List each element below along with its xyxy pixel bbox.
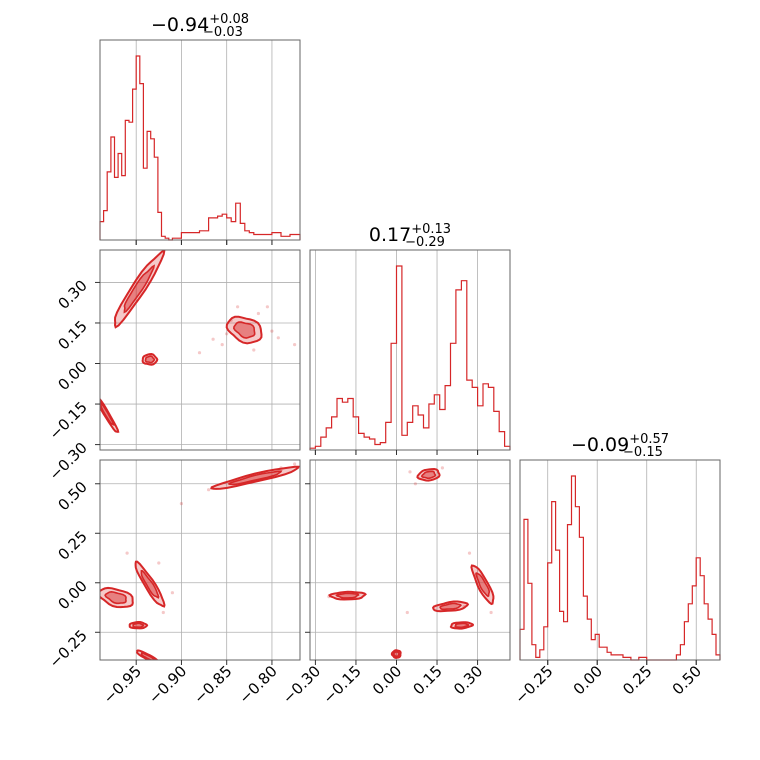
scatter-point <box>157 561 161 565</box>
title-median: −0.94 <box>151 14 209 36</box>
contour-level-inner <box>140 569 160 599</box>
param-title-1: 0.17+0.13 −0.29 <box>369 222 451 250</box>
x-tick-label: 0.00 <box>570 662 606 698</box>
contour-level-inner <box>104 590 127 605</box>
scatter-point <box>293 462 297 466</box>
hist-panel-bg <box>310 250 510 450</box>
contour-level-inner <box>420 470 437 480</box>
title-minus-error: −0.03 <box>203 25 243 40</box>
pair-data-layer <box>100 462 300 660</box>
scatter-point <box>440 466 444 470</box>
x-tick-label: −0.25 <box>511 662 556 707</box>
contour-level-inner <box>140 652 157 660</box>
y-tick-label: 0.00 <box>54 358 90 394</box>
scatter-point <box>197 351 202 355</box>
x-tick-label: 0.15 <box>410 662 446 698</box>
hist-panel-frame <box>519 459 721 661</box>
scatter-point <box>252 348 256 352</box>
pair-panel-2-0 <box>99 459 301 661</box>
pair-panel-frame <box>99 249 301 451</box>
scatter-point <box>225 332 229 336</box>
contour-level-inner <box>228 470 283 486</box>
param-title-2: −0.09+0.57 −0.15 <box>571 432 669 460</box>
title-minus-error: −0.29 <box>405 235 445 250</box>
x-tick-label: 0.00 <box>369 662 405 698</box>
histogram-step-line <box>99 55 301 241</box>
scatter-point <box>125 551 129 555</box>
x-tick-label: −0.85 <box>190 662 235 707</box>
hist-panel-frame <box>309 249 511 451</box>
scatter-point <box>413 482 417 486</box>
scatter-point <box>207 488 211 492</box>
pair-panel-frame <box>309 459 511 661</box>
histogram-step-line <box>519 475 721 661</box>
y-tick-label: 0.50 <box>54 478 90 514</box>
title-plus-error: +0.57 <box>629 432 669 447</box>
pair-panel-bg <box>310 460 510 660</box>
histogram-step-line <box>309 265 511 450</box>
hist-panel-2 <box>519 459 721 665</box>
contour-level-inner <box>132 622 145 629</box>
y-tick-label: −0.25 <box>46 626 91 671</box>
title-plus-error: +0.08 <box>209 12 249 27</box>
scatter-point <box>265 305 269 309</box>
title-minus-error: −0.15 <box>623 445 663 460</box>
pair-panel-2-1 <box>309 459 511 661</box>
contour-level-outer <box>134 560 166 608</box>
hist-panel-0 <box>99 39 301 245</box>
title-plus-error: +0.13 <box>411 222 451 237</box>
pair-panel-frame <box>99 459 301 661</box>
contour-level-inner <box>144 355 156 364</box>
scatter-point <box>489 610 493 615</box>
contour-level-inner <box>392 650 400 658</box>
y-tick-label: −0.15 <box>46 398 91 443</box>
contour-level-inner <box>123 264 156 314</box>
scatter-point <box>293 343 297 347</box>
x-tick-label: 0.25 <box>619 662 655 698</box>
pair-data-layer <box>100 250 297 433</box>
contour-level-inner <box>100 400 115 426</box>
scatter-point <box>256 311 260 316</box>
x-tick-label: −0.95 <box>100 662 145 707</box>
scatter-point <box>405 610 409 615</box>
x-tick-label: −0.30 <box>279 662 324 707</box>
hist-panel-1 <box>309 249 511 455</box>
title-median: −0.09 <box>571 434 629 456</box>
scatter-point <box>179 502 183 506</box>
scatter-point <box>161 610 165 615</box>
scatter-point <box>170 591 174 595</box>
scatter-point <box>467 551 472 555</box>
x-tick-label: −0.15 <box>320 662 365 707</box>
pair-panel-1-0 <box>99 249 301 451</box>
x-tick-label: 0.30 <box>450 662 486 698</box>
scatter-point <box>276 336 280 340</box>
hist-panel-bg <box>520 460 720 660</box>
x-tick-label: −0.90 <box>145 662 190 707</box>
pair-data-layer <box>327 466 495 659</box>
param-title-0: −0.94+0.08 −0.03 <box>151 12 249 40</box>
x-tick-label: −0.80 <box>236 662 281 707</box>
y-tick-label: 0.15 <box>54 317 90 353</box>
contour-level-inner <box>439 602 462 611</box>
scatter-point <box>408 470 412 474</box>
pair-panel-bg <box>100 250 300 450</box>
scatter-point <box>236 305 240 309</box>
scatter-point <box>270 329 274 333</box>
y-tick-label: −0.30 <box>46 439 91 484</box>
contour-level-inner <box>232 321 256 339</box>
contour-level-inner <box>475 572 491 598</box>
hist-panel-frame <box>99 39 301 241</box>
hist-panel-bg <box>100 40 300 240</box>
y-tick-label: 0.00 <box>54 577 90 613</box>
scatter-point <box>211 337 215 341</box>
title-median: 0.17 <box>369 224 411 246</box>
y-tick-label: 0.30 <box>54 277 90 313</box>
pair-panel-bg <box>100 460 300 660</box>
scatter-point <box>220 343 224 347</box>
contour-level-inner <box>335 592 360 599</box>
contour-level-inner <box>454 622 470 629</box>
y-tick-label: 0.25 <box>54 527 90 563</box>
x-tick-label: 0.50 <box>669 662 705 698</box>
